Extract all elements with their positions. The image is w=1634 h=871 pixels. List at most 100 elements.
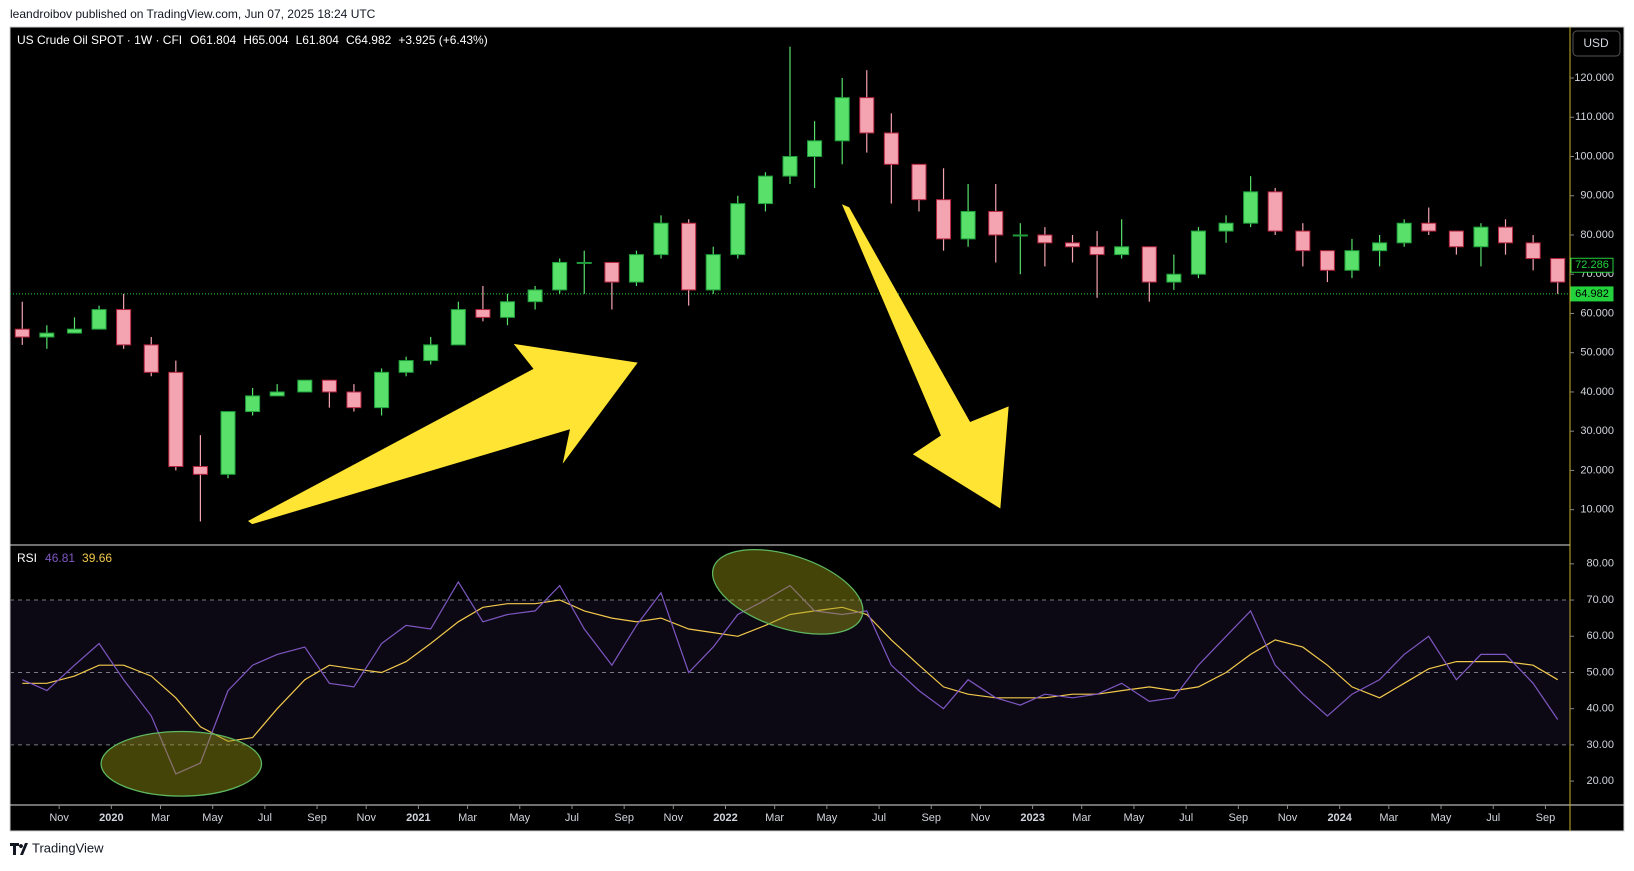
y-tick-label: 120.000 (1574, 72, 1614, 84)
candle-body (988, 210, 1004, 236)
y-tick-label: 80.000 (1580, 229, 1614, 241)
legend-value: L61.804 (296, 33, 340, 47)
candle-body (168, 371, 184, 468)
price-marker (1570, 286, 1614, 302)
candle-body (1344, 250, 1360, 271)
legend-value: +3.925 (+6.43%) (398, 33, 487, 47)
x-tick-label: Sep (307, 812, 327, 824)
candle-body (1089, 246, 1105, 256)
y-tick-label: 20.00 (1586, 775, 1614, 787)
candle-body (374, 371, 390, 409)
price-marker-label: 64.982 (1575, 288, 1609, 300)
candle-body (730, 203, 746, 256)
y-tick-label: 100.000 (1574, 150, 1614, 162)
x-tick-label: May (1431, 812, 1452, 824)
currency-button[interactable] (1572, 30, 1621, 57)
candle-body (705, 254, 721, 291)
x-tick-label: Jul (565, 812, 579, 824)
y-tick-label: 50.00 (1586, 666, 1614, 678)
candle-body (1396, 222, 1412, 244)
legend-value: 46.81 (45, 551, 75, 565)
annotations (100, 204, 1009, 797)
candle-body (883, 132, 899, 165)
candle-body (628, 254, 644, 283)
candle-body (499, 301, 516, 318)
candle-body (834, 97, 850, 142)
x-tick-label: Jul (872, 812, 886, 824)
publisher-line: leandroibov published on TradingView.com… (10, 7, 376, 21)
y-tick-label: 70.00 (1586, 594, 1614, 606)
arrow-down (841, 204, 1009, 509)
candle-body (1550, 258, 1566, 283)
x-tick-label: Nov (664, 812, 684, 824)
x-tick-label: 2023 (1020, 812, 1044, 824)
candle-body (859, 97, 875, 134)
x-tick-label: Mar (458, 812, 477, 824)
x-tick-label: May (202, 812, 223, 824)
chart-frame (9, 26, 1625, 832)
candle-body (1497, 226, 1514, 244)
x-tick-label: Mar (765, 812, 784, 824)
legend-value: C64.982 (346, 33, 392, 47)
candle-body (527, 289, 543, 303)
logo-icon (10, 843, 28, 855)
legend-value: 39.66 (82, 551, 112, 565)
y-tick-label: 80.00 (1586, 558, 1614, 570)
x-tick-label: May (816, 812, 837, 824)
y-tick-label: 20.000 (1580, 464, 1614, 476)
candle-body (269, 391, 285, 397)
candle-body (14, 328, 30, 338)
y-tick-label: 110.000 (1575, 111, 1614, 123)
candle-body (1218, 222, 1234, 232)
arrow-up (247, 343, 638, 525)
x-tick-label: Jul (258, 812, 272, 824)
legend-value: H65.004 (243, 33, 289, 47)
candle-body (936, 199, 952, 240)
candle-body (450, 309, 466, 346)
candle-body (960, 210, 976, 240)
candle-body (1295, 230, 1311, 252)
candle-body (475, 309, 491, 318)
legend-value: O61.804 (190, 33, 236, 47)
candle-body (782, 156, 798, 177)
x-tick-label: Mar (151, 812, 170, 824)
candle-body (143, 344, 159, 373)
candle-body (116, 309, 132, 346)
candle-body (1114, 246, 1130, 256)
x-tick-label: Nov (356, 812, 376, 824)
highlight-ellipse (100, 730, 263, 797)
candle-body (1243, 191, 1259, 224)
x-tick-label: Sep (1536, 812, 1556, 824)
x-tick-label: Mar (1379, 812, 1398, 824)
candle-body (398, 360, 414, 373)
candle-body (653, 222, 669, 256)
candle-body (1141, 246, 1157, 283)
y-tick-label: 50.000 (1580, 347, 1614, 359)
background-layer (10, 293, 1570, 746)
candle-body (1421, 222, 1437, 232)
y-tick-label: 30.00 (1586, 739, 1614, 751)
candle-body (1372, 242, 1388, 252)
x-tick-label: Nov (971, 812, 991, 824)
y-tick-label: 90.000 (1580, 190, 1614, 202)
y-tick-label: 40.000 (1580, 386, 1614, 398)
x-tick-label: Nov (1278, 812, 1298, 824)
price-marker-label: 72.286 (1575, 259, 1609, 271)
x-tick-label: Mar (1072, 812, 1091, 824)
footer-brand: TradingView (32, 840, 104, 855)
y-tick-label: 10.000 (1580, 504, 1614, 516)
candle-body (346, 391, 362, 409)
x-tick-label: Jul (1486, 812, 1500, 824)
candle-body (807, 140, 823, 157)
x-tick-label: Nov (49, 812, 69, 824)
legend-title: US Crude Oil SPOT · 1W · CFI (17, 33, 182, 47)
x-tick-label: May (1124, 812, 1145, 824)
rsi-line (22, 580, 1559, 775)
candle-body (1473, 226, 1489, 248)
highlight-ellipse (711, 548, 864, 635)
y-tick-label: 40.00 (1586, 703, 1614, 715)
x-tick-label: Sep (921, 812, 941, 824)
candle-body (1267, 191, 1283, 232)
